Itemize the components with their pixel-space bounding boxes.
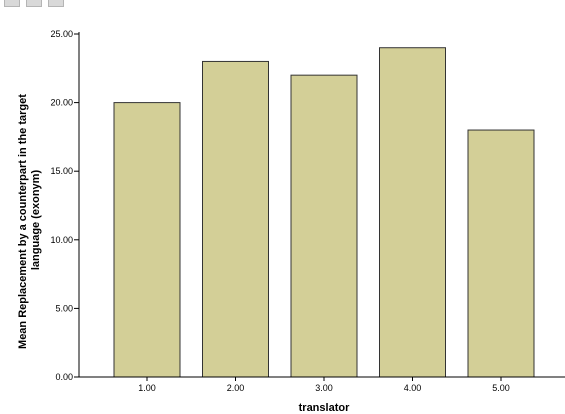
- bar: [379, 47, 446, 378]
- x-tick-label: 2.00: [227, 383, 245, 393]
- y-tick-label: 10.00: [50, 235, 73, 245]
- y-tick-label: 15.00: [50, 166, 73, 176]
- bars-group: [113, 47, 535, 378]
- x-axis: 1.00 2.00 3.00 4.00 5.00: [79, 376, 565, 393]
- y-tick-label: 20.00: [50, 98, 73, 108]
- y-axis-title-line-1: Mean Replacement by a counterpart in the…: [17, 94, 29, 349]
- toolbar-fragment: [4, 0, 64, 7]
- y-axis: 0.00 5.00 10.00 15.00 20.00 25.00: [50, 29, 80, 382]
- y-axis-title-line-2: language (exonym): [30, 170, 42, 271]
- x-tick-label: 5.00: [492, 383, 510, 393]
- y-tick-label: 25.00: [50, 29, 73, 39]
- toolbar-icon: [48, 0, 64, 7]
- x-axis-title: translator: [299, 402, 350, 414]
- bar: [202, 60, 269, 378]
- y-tick-label: 5.00: [55, 303, 73, 313]
- y-axis-title: Mean Replacement by a counterpart in the…: [17, 91, 42, 349]
- bar: [290, 74, 358, 378]
- x-tick-label: 3.00: [315, 383, 333, 393]
- toolbar-icon: [26, 0, 42, 7]
- bar: [113, 102, 181, 378]
- x-tick-label: 4.00: [404, 383, 422, 393]
- toolbar-icon: [4, 0, 20, 7]
- bar: [467, 129, 535, 378]
- x-tick-label: 1.00: [138, 383, 156, 393]
- y-tick-label: 0.00: [55, 372, 73, 382]
